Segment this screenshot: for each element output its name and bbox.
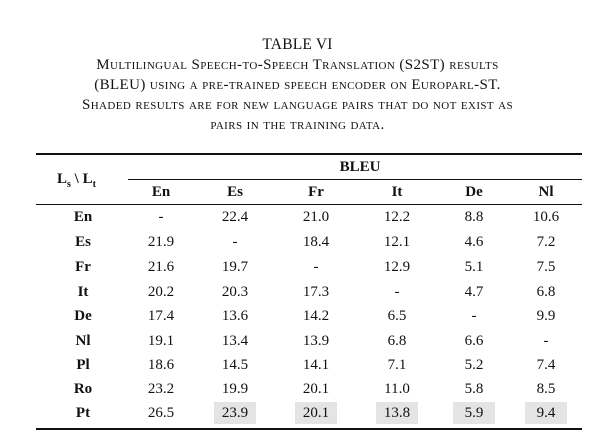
row-header-it: It xyxy=(77,284,89,300)
caption-line-1: Multilingual Speech-to-Speech Translatio… xyxy=(96,57,499,73)
column-header-nl: Nl xyxy=(538,184,554,200)
group-header-rule xyxy=(128,179,582,180)
table-cell: 14.2 xyxy=(302,308,330,324)
table-cell: 9.4 xyxy=(536,405,556,421)
table-cell: 17.3 xyxy=(302,284,330,300)
table-cell: 23.2 xyxy=(147,381,175,397)
table-cell: 5.1 xyxy=(464,259,484,275)
table-cell: 12.1 xyxy=(383,234,411,250)
table-cell: 17.4 xyxy=(147,308,175,324)
table-cell: - xyxy=(543,333,549,349)
table-cell: 19.1 xyxy=(147,333,175,349)
row-header-fr: Fr xyxy=(75,259,91,275)
caption-line-2: (BLEU) using a pre-trained speech encode… xyxy=(94,77,501,93)
table-cell: 7.2 xyxy=(536,234,556,250)
column-header-en: En xyxy=(151,184,171,200)
table-cell: 13.8 xyxy=(383,405,411,421)
row-header-pl: Pl xyxy=(76,357,90,373)
table-cell: 13.6 xyxy=(221,308,249,324)
table-cell: 20.1 xyxy=(302,381,330,397)
table-label: TABLE VI xyxy=(262,36,333,53)
table-cell: 6.8 xyxy=(387,333,407,349)
caption-line-4: pairs in the training data. xyxy=(210,117,385,133)
table-cell: 4.6 xyxy=(464,234,484,250)
table-cell: 19.9 xyxy=(221,381,249,397)
table-cell: 7.4 xyxy=(536,357,556,373)
caption-line-3: Shaded results are for new language pair… xyxy=(81,97,514,113)
table-cell: 19.7 xyxy=(221,259,249,275)
table-cell: 12.2 xyxy=(383,209,411,225)
table-cell: 14.1 xyxy=(302,357,330,373)
table-cell: - xyxy=(158,209,164,225)
column-header-it: It xyxy=(391,184,403,200)
row-header-en: En xyxy=(73,209,93,225)
row-header-nl: Nl xyxy=(75,333,91,349)
table-cell: 26.5 xyxy=(147,405,175,421)
table-cell: 23.9 xyxy=(221,405,249,421)
table-cell: 5.2 xyxy=(464,357,484,373)
row-header-es: Es xyxy=(75,234,91,250)
table-cell: 22.4 xyxy=(221,209,249,225)
shaded-cell-background xyxy=(453,402,495,424)
table-cell: 11.0 xyxy=(384,381,410,397)
row-header-pt: Pt xyxy=(75,405,91,421)
table-cell: 7.5 xyxy=(536,259,556,275)
table-cell: 12.9 xyxy=(383,259,411,275)
table-cell: 21.0 xyxy=(302,209,330,225)
column-header-fr: Fr xyxy=(308,184,324,200)
table-cell: 6.5 xyxy=(387,308,407,324)
row-header-ro: Ro xyxy=(73,381,93,397)
table-cell: 10.6 xyxy=(532,209,560,225)
group-header-bleu: BLEU xyxy=(339,159,381,175)
row-header-de: De xyxy=(74,308,92,324)
table-cell: 6.8 xyxy=(536,284,556,300)
table-cell: 20.2 xyxy=(147,284,175,300)
table-cell: - xyxy=(313,259,319,275)
table-cell: 20.3 xyxy=(221,284,249,300)
table-cell: 20.1 xyxy=(302,405,330,421)
table-cell: 13.4 xyxy=(221,333,249,349)
table-header-rule xyxy=(36,204,582,205)
table-top-rule xyxy=(36,153,582,155)
corner-header: Ls \ Lt xyxy=(57,171,96,190)
table-cell: 18.6 xyxy=(147,357,175,373)
table-cell: 18.4 xyxy=(302,234,330,250)
shaded-cell-background xyxy=(525,402,567,424)
column-header-es: Es xyxy=(227,184,243,200)
table-cell: - xyxy=(394,284,400,300)
table-cell: - xyxy=(471,308,477,324)
shaded-cell-background xyxy=(376,402,418,424)
table-cell: 4.7 xyxy=(464,284,484,300)
table-cell: 21.6 xyxy=(147,259,175,275)
table-cell: 21.9 xyxy=(147,234,175,250)
table-bottom-rule xyxy=(36,428,582,430)
table-cell: 5.8 xyxy=(464,381,484,397)
table-cell: 8.8 xyxy=(464,209,484,225)
table-cell: 9.9 xyxy=(536,308,556,324)
column-header-de: De xyxy=(465,184,483,200)
table-cell: 13.9 xyxy=(302,333,330,349)
shaded-cell-background xyxy=(295,402,337,424)
table-cell: 6.6 xyxy=(464,333,484,349)
table-cell: 5.9 xyxy=(464,405,484,421)
table-cell: 7.1 xyxy=(387,357,407,373)
table-cell: 14.5 xyxy=(221,357,249,373)
table-cell: - xyxy=(232,234,238,250)
shaded-cell-background xyxy=(214,402,256,424)
table-cell: 8.5 xyxy=(536,381,556,397)
